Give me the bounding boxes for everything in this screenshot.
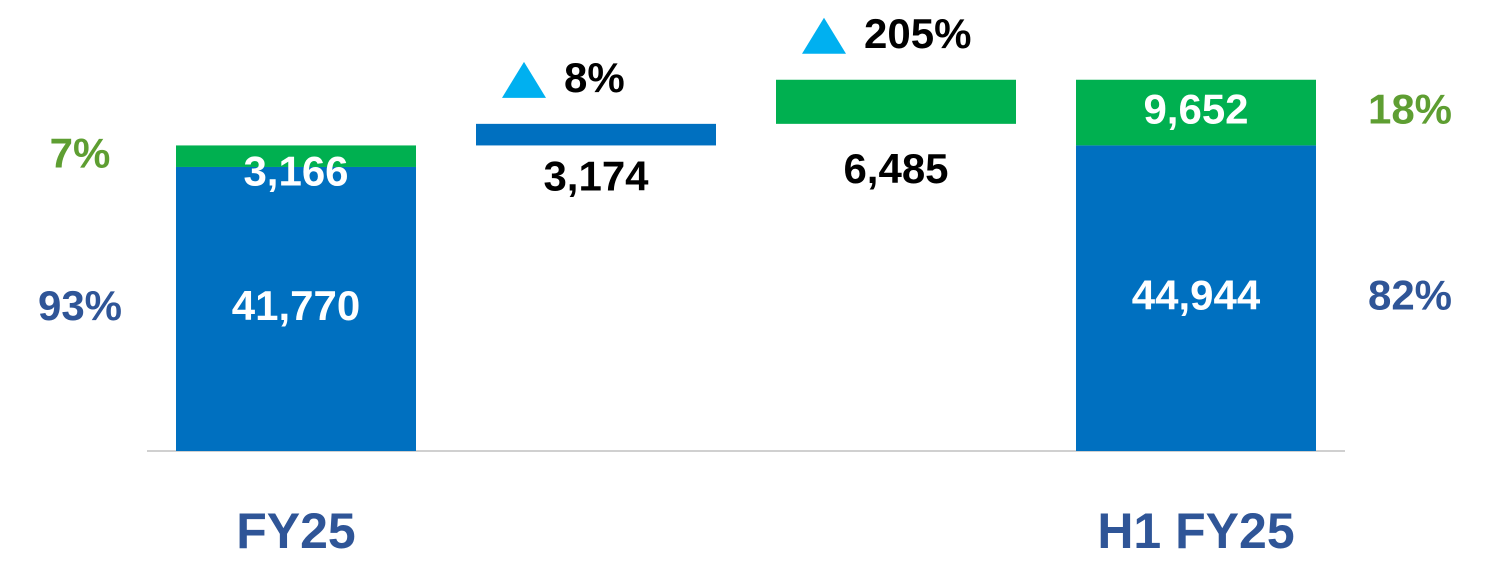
increase-triangle [802,17,846,54]
value-label: 3,166 [243,148,348,195]
increase-triangle [502,61,546,98]
value-label: 41,770 [232,282,360,329]
share-label: 7% [50,129,111,176]
value-label: 44,944 [1132,271,1261,318]
x-tick-label: H1 FY25 [1097,503,1294,559]
bar-segment [476,123,716,146]
bar-segment [176,166,416,452]
change-label: 205% [864,10,971,57]
share-label: 82% [1368,271,1452,318]
value-label: 9,652 [1143,86,1248,133]
share-label: 93% [38,282,122,329]
share-label: 18% [1368,86,1452,133]
bar-segment [776,79,1016,124]
bar-segment [1076,145,1316,451]
change-label: 8% [564,54,625,101]
bar-segment [1076,79,1316,146]
x-tick-label: FY25 [236,503,356,559]
value-label: 3,174 [543,153,649,200]
value-label: 6,485 [843,145,948,192]
bar-segment [176,145,416,167]
